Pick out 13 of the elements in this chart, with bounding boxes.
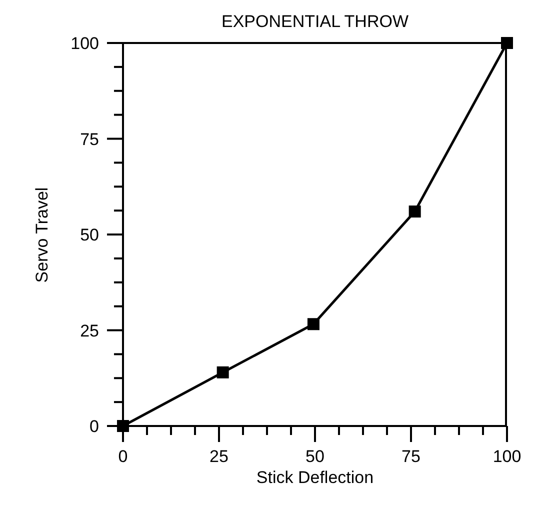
x-tick-label: 0 [118,447,128,466]
y-tick-label: 25 [80,321,99,340]
y-tick-label: 100 [70,34,99,53]
chart-title: EXPONENTIAL THROW [220,12,410,32]
x-tick-label: 75 [402,447,420,466]
y-tick-label: 50 [80,226,99,244]
y-axis-title: Servo Travel [32,186,52,284]
x-axis-title: Stick Deflection [255,468,375,488]
y-tick-label: 0 [90,417,99,436]
x-tick-label: 100 [492,447,522,466]
x-tick-label: 25 [210,447,228,466]
x-tick-label: 50 [306,447,324,466]
y-tick-label: 75 [80,130,99,149]
